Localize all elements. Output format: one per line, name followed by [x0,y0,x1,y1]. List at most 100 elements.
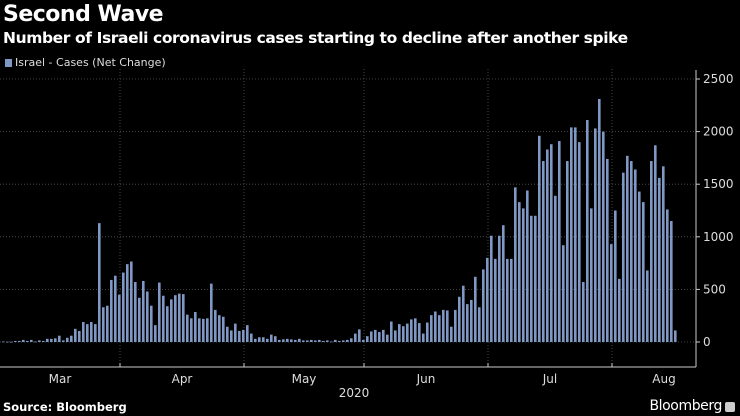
bar [214,309,217,342]
bar [314,340,317,342]
x-month-label: Jul [542,372,557,386]
bar [582,282,585,342]
bar [630,161,633,342]
bar [334,339,337,342]
bar [614,210,617,342]
bar [578,142,581,342]
bar [342,340,345,342]
bar [558,141,561,342]
bar [382,329,385,342]
bar [446,310,449,342]
bar [306,340,309,342]
bar [282,339,285,342]
x-axis-year-label: 2020 [339,386,370,400]
bar [402,326,405,342]
bar [646,270,649,342]
bar [326,340,329,342]
bar [410,319,413,342]
bar [26,340,29,342]
bar [674,330,677,342]
bar [518,202,521,342]
bar [122,272,125,342]
bar [502,225,505,342]
bar [322,340,325,342]
bar [22,339,25,342]
bar [134,282,137,342]
bar [294,339,297,342]
chart-title: Second Wave [3,2,164,27]
bar [466,304,469,342]
bar [18,340,21,342]
chart-subtitle: Number of Israeli coronavirus cases star… [3,29,628,47]
bar [422,333,425,342]
bar [554,195,557,342]
source-note: Source: Bloomberg [3,400,127,414]
bar [118,294,121,342]
bar [366,336,369,342]
bar [550,144,553,342]
bar [450,326,453,342]
legend-swatch [5,58,12,67]
bar [102,307,105,342]
bar [74,328,77,342]
bar [34,341,37,343]
bar [30,339,33,342]
bar [206,318,209,342]
bar [14,340,17,342]
bar [462,285,465,342]
bar [286,338,289,342]
bar [234,323,237,342]
bar [574,127,577,342]
bar [370,331,373,342]
bar [510,258,513,342]
bar [610,244,613,342]
bar [454,309,457,342]
bar [182,294,185,342]
bar [638,191,641,342]
bar [266,338,269,342]
bar [362,339,365,342]
bar [622,172,625,342]
bar [458,296,461,342]
bar [54,338,57,342]
bar [642,202,645,342]
bar [494,258,497,342]
bar [222,316,225,342]
legend: Israel - Cases (Net Change) [5,56,166,69]
bar [290,339,293,342]
bar [486,257,489,342]
bar [258,337,261,342]
bar [262,337,265,342]
bar [58,335,61,342]
bar [6,341,9,343]
bar [154,325,157,342]
bar [526,190,529,342]
x-month-label: Mar [49,372,72,386]
bar [178,293,181,342]
bar [46,338,49,342]
bar [78,330,81,342]
x-month-label: Jun [416,372,436,386]
bar [634,169,637,342]
bar [126,264,129,342]
bar [506,258,509,342]
bar [666,209,669,342]
bar [98,223,101,342]
bar [110,279,113,342]
bar [158,282,161,342]
bar [170,299,173,342]
bar [106,305,109,342]
bar [250,333,253,342]
bar [330,341,333,343]
bar [346,339,349,342]
bar [198,318,201,342]
bar [570,127,573,342]
bar [522,208,525,342]
bar [38,340,41,342]
bar [414,318,417,342]
y-tick-label: 1000 [703,230,734,244]
bar [50,338,53,342]
bar [146,291,149,342]
bar [298,338,301,342]
bar [530,215,533,342]
